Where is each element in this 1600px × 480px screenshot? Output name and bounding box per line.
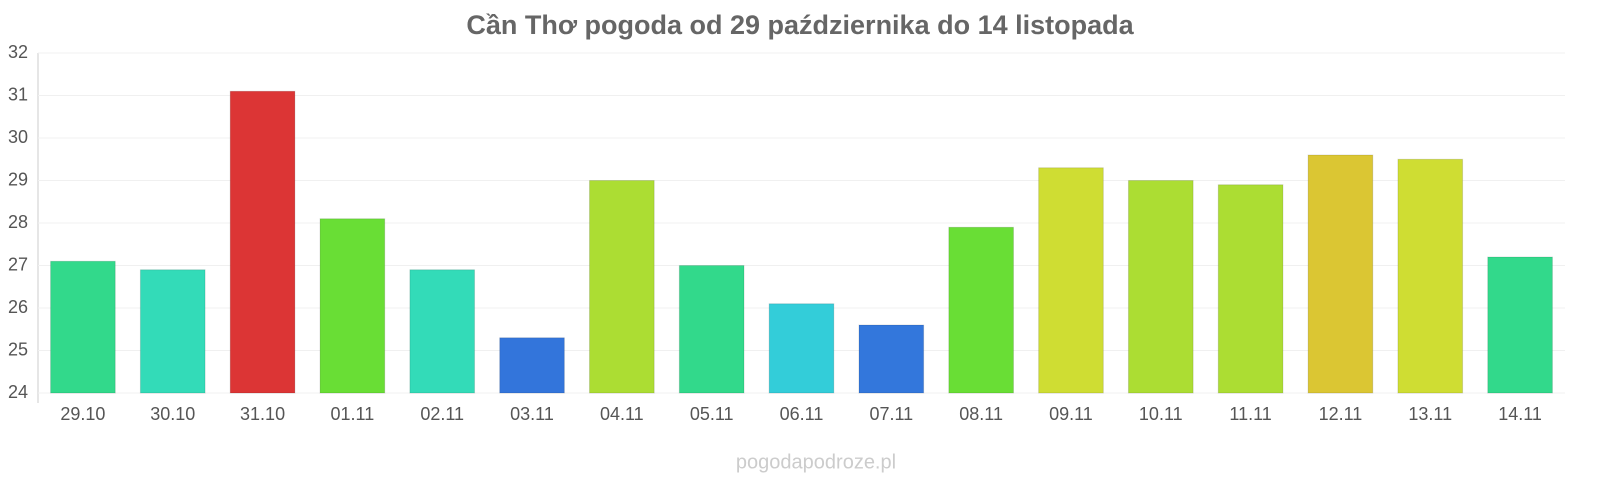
bar — [1127, 180, 1194, 394]
x-tick-label: 05.11 — [690, 404, 734, 424]
bar — [948, 226, 1014, 394]
y-tick-label: 32 — [8, 42, 28, 62]
x-tick-label: 14.11 — [1498, 404, 1542, 424]
y-tick-label: 25 — [8, 339, 28, 359]
watermark: pogodapodroze.pl — [736, 451, 896, 473]
y-tick-label: 30 — [8, 127, 28, 147]
y-tick-label: 27 — [8, 254, 28, 274]
x-tick-label: 30.10 — [150, 404, 195, 424]
y-tick-label: 31 — [8, 84, 28, 104]
bar — [409, 269, 476, 394]
x-tick-label: 04.11 — [600, 404, 644, 424]
y-tick-label: 29 — [8, 169, 28, 189]
bar — [858, 324, 925, 394]
x-tick-label: 31.10 — [240, 404, 285, 424]
bar — [1217, 184, 1284, 394]
x-tick-label: 07.11 — [869, 404, 913, 424]
bar — [1038, 167, 1104, 394]
bar — [319, 218, 386, 394]
x-tick-label: 09.11 — [1049, 404, 1093, 424]
bar — [499, 337, 565, 394]
x-tick-label: 10.11 — [1139, 404, 1183, 424]
chart-title: Cần Thơ pogoda od 29 października do 14 … — [466, 10, 1134, 40]
x-tick-label: 11.11 — [1229, 404, 1271, 424]
bar — [139, 269, 206, 394]
bar — [1397, 158, 1464, 394]
x-tick-label: 01.11 — [331, 404, 375, 424]
bar — [1487, 256, 1553, 394]
bar — [678, 265, 745, 394]
x-tick-label: 12.11 — [1319, 404, 1363, 424]
bar — [50, 260, 116, 394]
bar — [589, 180, 655, 394]
y-tick-label: 28 — [8, 212, 28, 232]
x-tick-label: 03.11 — [510, 404, 554, 424]
x-tick-label: 06.11 — [780, 404, 824, 424]
bar — [229, 90, 296, 394]
x-tick-label: 02.11 — [420, 404, 464, 424]
bar — [1307, 154, 1374, 394]
x-tick-label: 08.11 — [959, 404, 1003, 424]
bar — [768, 303, 835, 394]
y-tick-label: 24 — [8, 382, 28, 402]
x-tick-label: 13.11 — [1408, 404, 1452, 424]
x-tick-label: 29.10 — [60, 404, 105, 424]
y-tick-label: 26 — [8, 297, 28, 317]
